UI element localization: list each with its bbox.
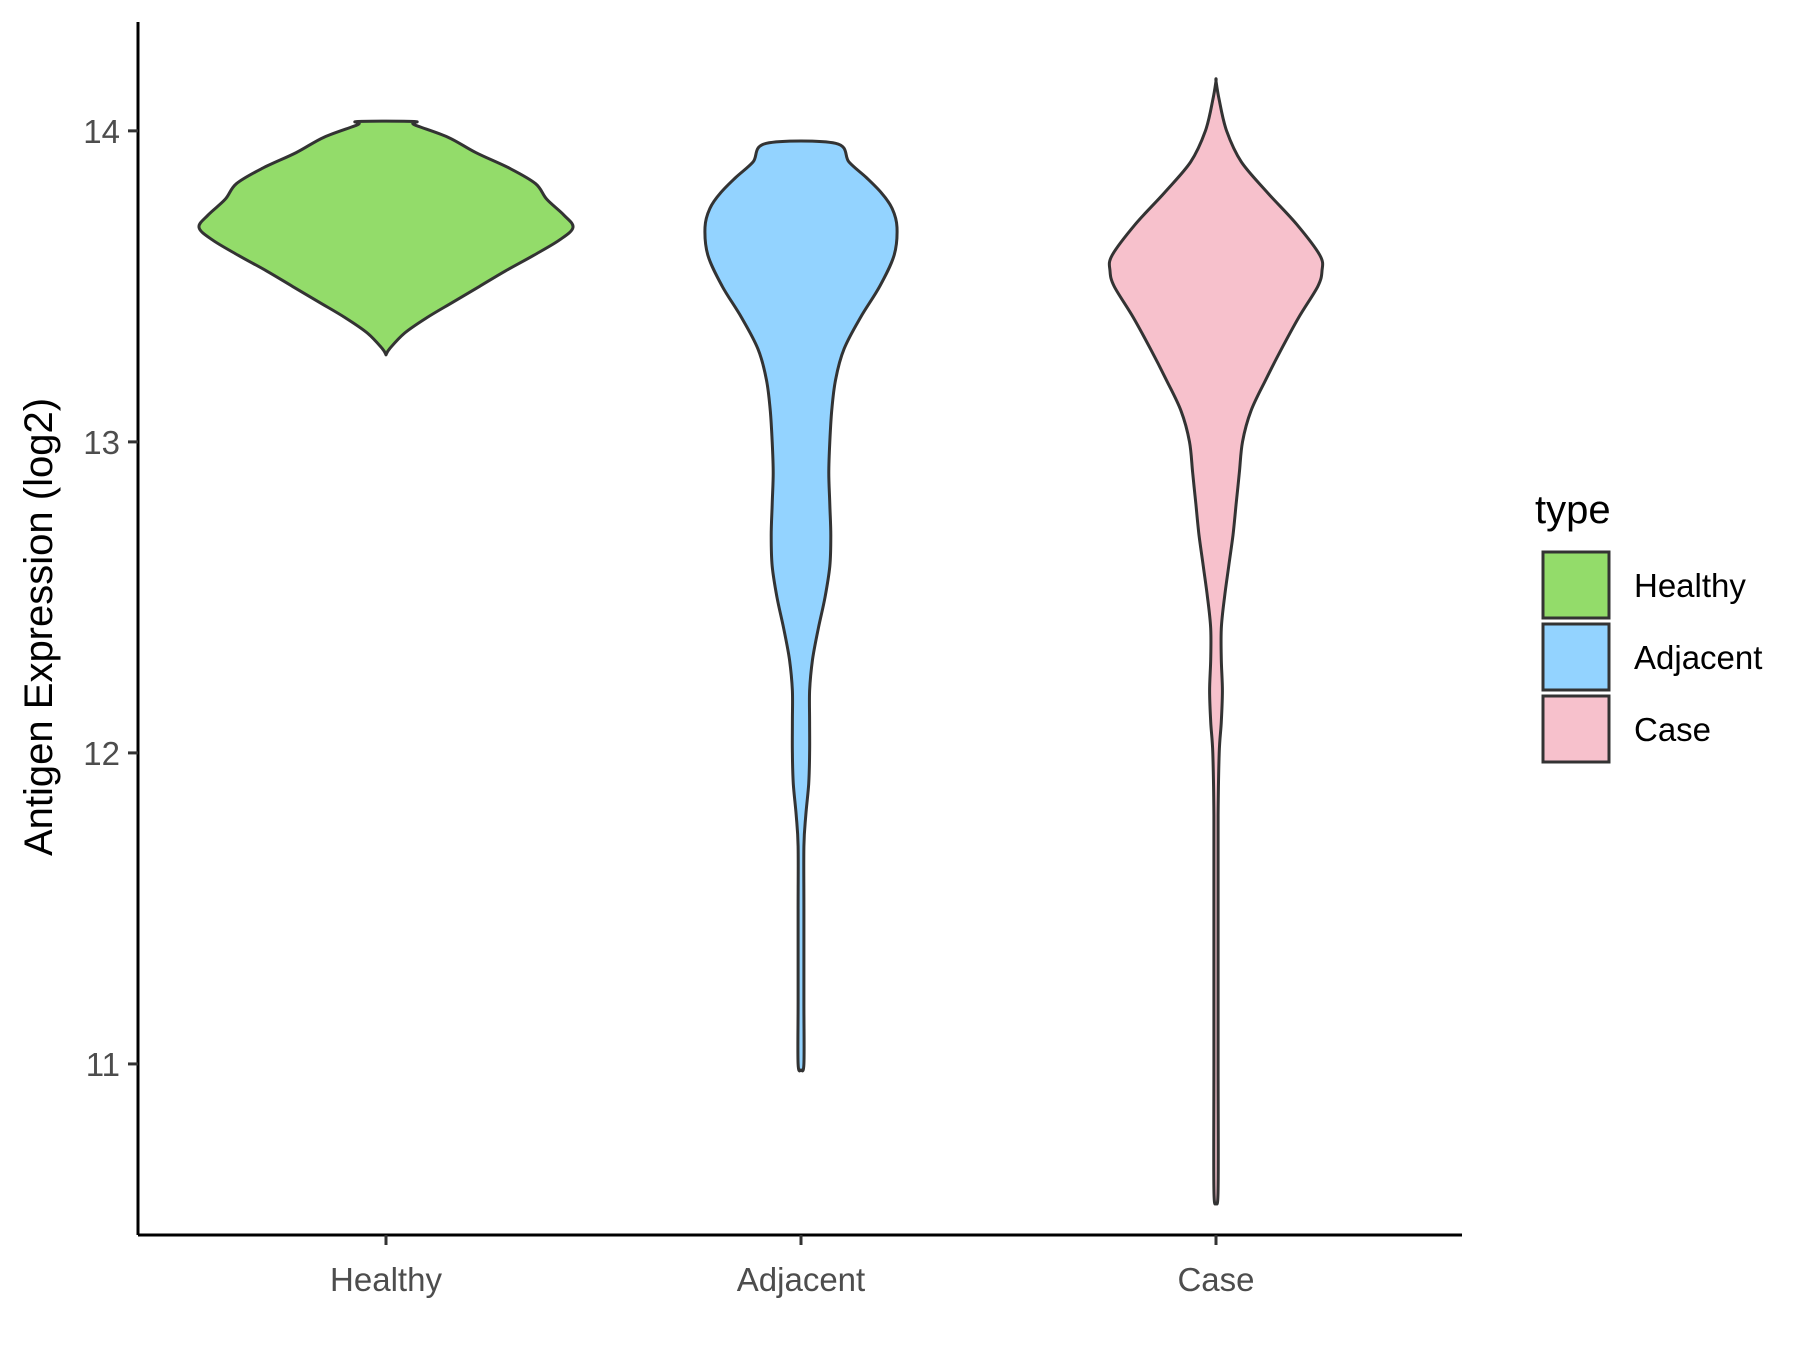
y-tick-label: 12: [83, 735, 120, 772]
legend-label-adjacent: Adjacent: [1634, 639, 1762, 676]
violin-healthy: [197, 119, 575, 357]
legend: type Healthy Adjacent Case: [1535, 488, 1762, 764]
y-axis-ticks: 11 12 13 14: [83, 113, 138, 1083]
legend-label-case: Case: [1634, 711, 1711, 748]
violin-adjacent: [703, 139, 899, 1073]
y-tick-label: 14: [83, 113, 120, 150]
y-axis-title: Antigen Expression (log2): [17, 398, 61, 856]
legend-label-healthy: Healthy: [1634, 567, 1746, 604]
violin-layer: [197, 77, 1325, 1206]
legend-key-adjacent: [1541, 622, 1611, 692]
legend-key-healthy: [1541, 550, 1611, 620]
legend-entries: Healthy Adjacent Case: [1541, 550, 1762, 764]
legend-title: type: [1535, 488, 1611, 532]
x-axis-ticks: Healthy Adjacent Case: [330, 1235, 1255, 1298]
axes-layer: 11 12 13 14 Healthy Adjacent Case: [83, 22, 1462, 1298]
y-tick-label: 11: [86, 1046, 120, 1083]
y-tick-label: 13: [83, 424, 120, 461]
violin-case: [1107, 77, 1325, 1206]
x-tick-label: Adjacent: [737, 1261, 865, 1298]
x-tick-label: Case: [1177, 1261, 1254, 1298]
legend-key-case: [1541, 694, 1611, 764]
x-tick-label: Healthy: [330, 1261, 442, 1298]
